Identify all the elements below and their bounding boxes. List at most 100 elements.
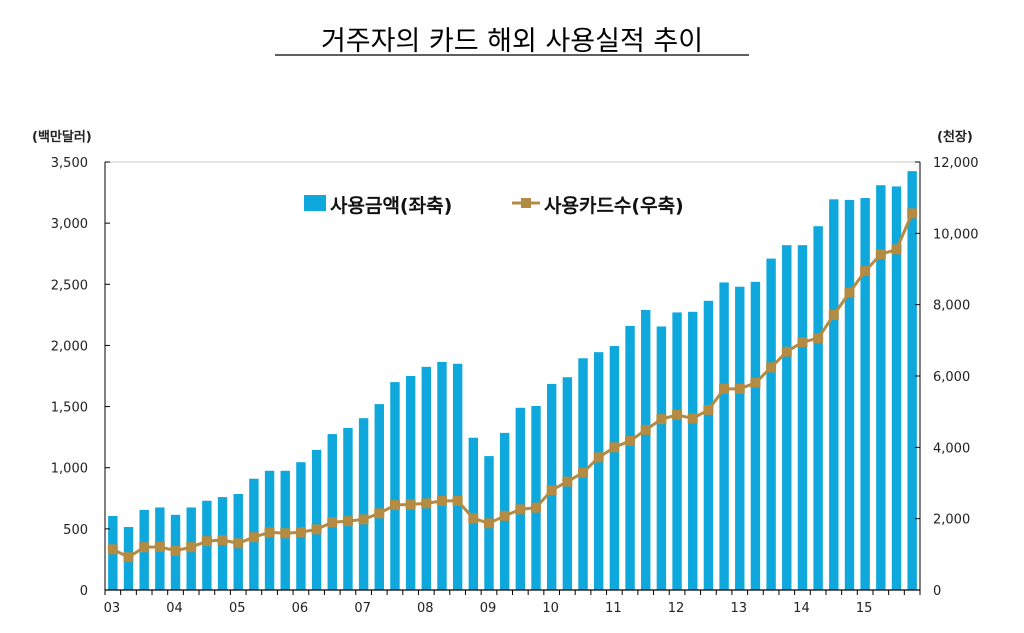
x-tick-label: 06: [292, 601, 309, 616]
bar: [829, 199, 839, 590]
y-left-tick-label: 1,000: [51, 462, 88, 477]
line-marker: [405, 499, 416, 510]
bar: [609, 346, 620, 590]
line-marker: [546, 485, 557, 496]
y-right-tick-label: 4,000: [933, 441, 970, 456]
bar: [390, 382, 400, 590]
line-marker: [264, 527, 275, 538]
line-marker: [719, 383, 730, 394]
line-marker: [436, 495, 447, 506]
line-marker: [860, 266, 871, 277]
line-marker: [562, 476, 573, 487]
line-marker: [421, 498, 432, 509]
legend: 사용금액(좌축) 사용카드수(우축): [304, 195, 684, 217]
x-tick-label: 10: [542, 601, 559, 616]
line-marker: [389, 500, 400, 511]
line-marker: [154, 541, 165, 552]
y-right-tick-label: 8,000: [933, 299, 970, 314]
bar: [374, 404, 384, 590]
right-axis-unit: (천장): [937, 129, 973, 145]
bar: [452, 363, 463, 590]
line-marker: [875, 249, 886, 260]
line-marker: [248, 532, 259, 543]
line-marker: [687, 413, 698, 424]
y-right-tick-label: 6,000: [933, 370, 970, 385]
legend-label-bars: 사용금액(좌축): [330, 195, 452, 217]
x-tick-label: 07: [354, 601, 371, 616]
y-right-tick-label: 10,000: [933, 227, 979, 242]
line-marker: [170, 545, 181, 556]
left-axis-unit: (백만달러): [32, 129, 92, 145]
line-marker: [625, 435, 636, 446]
x-tick-label: 11: [605, 601, 622, 616]
legend-label-line: 사용카드수(우축): [544, 195, 684, 217]
plot-frame: [104, 161, 921, 591]
legend-line-marker: [521, 198, 531, 208]
bar: [860, 198, 870, 590]
bar: [813, 226, 823, 590]
y-left-tick-label: 3,500: [51, 156, 88, 171]
y-left-tick-label: 3,000: [51, 217, 88, 232]
chart-title: 거주자의 카드 해외 사용실적 추이: [321, 26, 703, 57]
line-marker: [107, 544, 118, 555]
bar: [421, 366, 431, 590]
bar: [719, 282, 729, 590]
legend-bar-swatch: [304, 195, 326, 211]
bar: [358, 418, 369, 590]
y-right-tick-label: 12,000: [933, 156, 979, 171]
bar: [907, 171, 917, 590]
line-marker: [766, 362, 777, 373]
line-marker: [201, 536, 212, 547]
x-tick-label: 12: [668, 601, 685, 616]
line-marker: [891, 244, 902, 255]
line-marker: [233, 538, 244, 549]
bar: [437, 361, 447, 590]
x-tick-label: 04: [166, 601, 183, 616]
line-marker: [217, 535, 228, 546]
line-marker: [781, 346, 792, 357]
bar: [625, 325, 635, 590]
bar: [656, 326, 667, 590]
line-marker: [593, 452, 604, 463]
y-left-tick-label: 2,500: [51, 278, 88, 293]
bar: [296, 462, 306, 590]
line-marker: [186, 542, 197, 553]
line-marker: [672, 409, 683, 420]
x-tick-label: 05: [229, 601, 246, 616]
line-marker: [734, 383, 745, 394]
y-left-tick-label: 2,000: [51, 339, 88, 354]
line-marker: [327, 517, 338, 528]
bar: [876, 185, 886, 590]
bar: [766, 258, 776, 590]
y-left-tick-label: 500: [63, 523, 88, 538]
bar: [703, 300, 714, 590]
bar: [343, 427, 353, 590]
bar: [672, 312, 682, 590]
bar: [641, 309, 651, 590]
line-marker: [515, 504, 526, 515]
bar: [327, 434, 337, 590]
y-left-tick-label: 0: [80, 584, 88, 599]
bar: [797, 245, 808, 590]
line-marker: [452, 495, 463, 506]
bar: [750, 281, 761, 590]
line-marker: [609, 442, 620, 453]
series-line: [112, 212, 914, 559]
line-marker: [828, 310, 839, 321]
bar: [688, 311, 698, 590]
line-marker: [907, 208, 918, 219]
line-marker: [844, 287, 855, 298]
line-marker: [311, 524, 322, 535]
line-marker: [374, 508, 385, 519]
line-marker: [578, 467, 589, 478]
line-marker: [640, 424, 651, 435]
line-marker: [703, 404, 714, 415]
x-tick-label: 13: [730, 601, 747, 616]
x-tick-label: 14: [793, 601, 810, 616]
line-marker: [499, 510, 510, 521]
bar: [844, 199, 855, 590]
bar: [311, 449, 322, 590]
bar: [515, 407, 526, 590]
y-right-tick-label: 2,000: [933, 513, 970, 528]
